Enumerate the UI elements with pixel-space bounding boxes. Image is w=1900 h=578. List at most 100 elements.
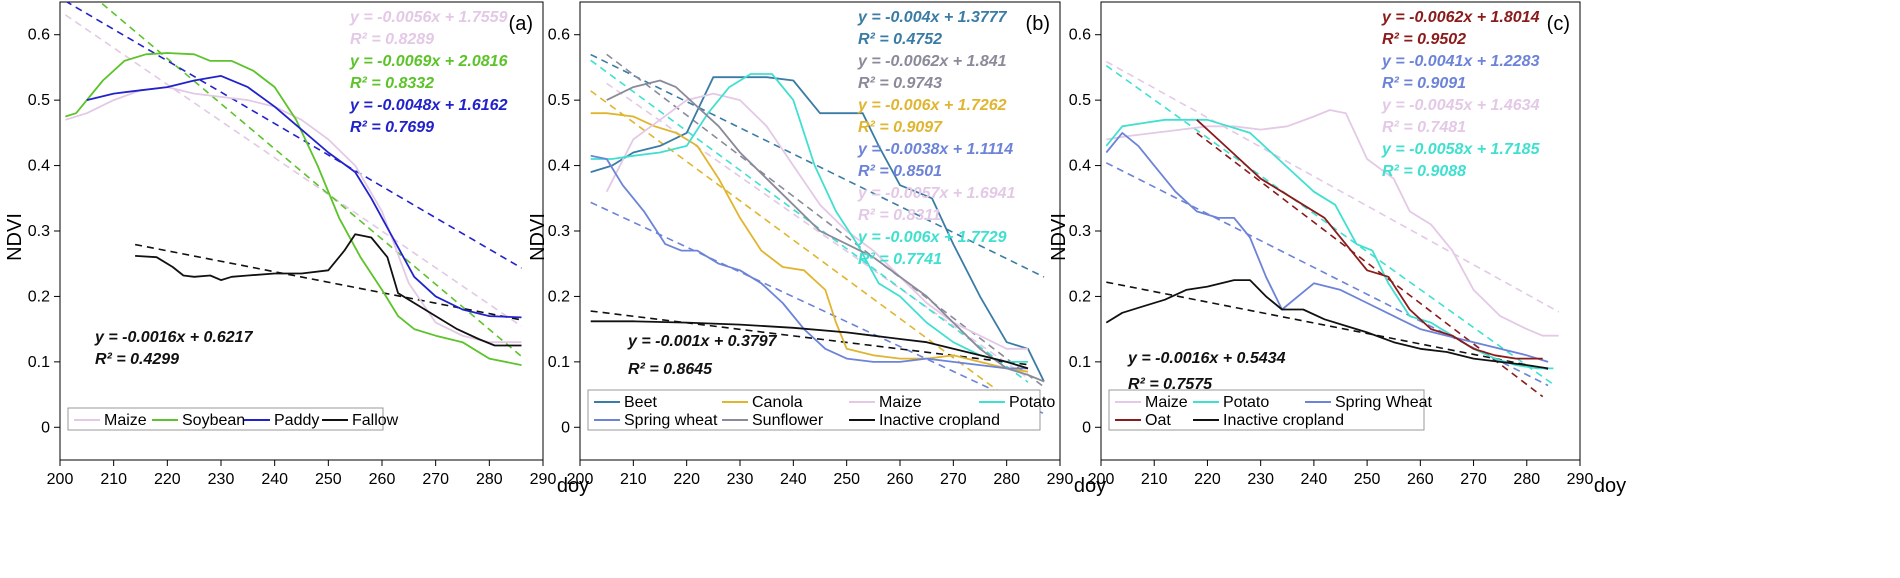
x-tick-label: 280 (993, 471, 1020, 488)
x-tick-label: 210 (1141, 471, 1168, 488)
legend-label: Potato (1223, 394, 1269, 411)
x-tick-label: 250 (1354, 471, 1381, 488)
r-squared: R² = 0.7741 (858, 251, 942, 268)
regression-equation: y = -0.0069x + 2.0816 (349, 53, 508, 70)
regression-equation: y = -0.0062x + 1.841 (857, 53, 1007, 70)
y-tick-label: 0.1 (28, 354, 50, 371)
y-tick-label: 0.6 (28, 27, 50, 44)
x-tick-label: 220 (1194, 471, 1221, 488)
y-axis-label: NDVI (4, 213, 26, 261)
x-tick-label: 230 (208, 471, 235, 488)
x-tick-label: 220 (673, 471, 700, 488)
series-line-potato (590, 73, 1028, 363)
y-tick-label: 0.1 (548, 354, 570, 371)
y-tick-label: 0 (1082, 419, 1091, 436)
x-tick-label: 210 (100, 471, 127, 488)
x-tick-label: 250 (315, 471, 342, 488)
r-squared: R² = 0.7481 (1382, 119, 1466, 136)
legend-label: Maize (879, 394, 922, 411)
regression-equation: y = -0.001x + 0.3797 (627, 333, 778, 350)
legend-label: Canola (752, 394, 803, 411)
chart-panel-2: 200 210 220 230 240 250 260 270 280 290 0 0.1 0.2 0.3… (527, 1, 1106, 497)
regression-equation: y = -0.0056x + 1.7559 (349, 9, 508, 26)
legend-box (67, 407, 384, 431)
r-squared: R² = 0.4752 (858, 31, 942, 48)
legend-label: Potato (1009, 394, 1055, 411)
y-tick-label: 0.2 (28, 288, 50, 305)
y-tick-label: 0.5 (1069, 92, 1091, 109)
y-tick-label: 0.6 (1069, 27, 1091, 44)
y-tick-label: 0 (561, 419, 570, 436)
regression-equation: y = -0.004x + 1.3777 (857, 9, 1008, 26)
series-line-spring-wheat (1105, 131, 1549, 363)
plot-area (1105, 60, 1560, 398)
series-line-sunflower (606, 79, 1045, 383)
r-squared: R² = 0.9743 (858, 75, 942, 92)
series-line-potato (1105, 118, 1554, 370)
trendline-maize (64, 14, 522, 327)
regression-equation: y = -0.0016x + 0.5434 (1127, 350, 1286, 367)
y-tick-label: 0.2 (548, 288, 570, 305)
x-tick-label: 260 (887, 471, 914, 488)
panel-label: (c) (1547, 13, 1570, 35)
series-line-maize (1106, 109, 1559, 337)
legend-box (587, 389, 1041, 431)
series-line-maize (65, 86, 522, 344)
r-squared: R² = 0.8289 (350, 31, 434, 48)
x-axis-label: doy (1594, 475, 1626, 497)
x-tick-label: 200 (1088, 471, 1115, 488)
y-tick-label: 0.6 (548, 27, 570, 44)
x-tick-label: 200 (567, 471, 594, 488)
y-tick-label: 0.3 (548, 223, 570, 240)
x-tick-label: 220 (154, 471, 181, 488)
r-squared: R² = 0.9097 (858, 119, 943, 136)
legend-label: Beet (624, 394, 657, 411)
y-tick-label: 0.3 (28, 223, 50, 240)
y-tick-label: 0.1 (1069, 354, 1091, 371)
plot-area (590, 53, 1045, 415)
x-tick-label: 240 (1301, 471, 1328, 488)
legend: Beet Canola Maize Potato Spring wheat Sunflow… (587, 389, 1055, 431)
x-tick-label: 280 (1513, 471, 1540, 488)
r-squared: R² = 0.9502 (1382, 31, 1466, 48)
trendline-potato (1105, 65, 1554, 386)
legend-label: Fallow (352, 412, 399, 429)
y-tick-label: 0 (41, 419, 50, 436)
panel-label: (b) (1026, 13, 1050, 35)
r-squared: R² = 0.8501 (858, 163, 942, 180)
series-line-beet (590, 76, 1045, 382)
x-tick-label: 260 (1407, 471, 1434, 488)
trendline-maize (1105, 60, 1560, 313)
x-tick-label: 200 (47, 471, 74, 488)
chart-panel-3: 200 210 220 230 240 250 260 270 280 290 0 0.1 0.2 0.3… (1048, 1, 1626, 497)
r-squared: R² = 0.7699 (350, 119, 434, 136)
legend-label: Inactive cropland (879, 412, 1000, 429)
plot-frame (59, 1, 544, 461)
x-tick-label: 290 (1567, 471, 1594, 488)
series-line-maize (605, 92, 1028, 350)
legend-label: Spring wheat (624, 412, 718, 429)
series-line-canola (590, 112, 1029, 373)
x-tick-label: 280 (476, 471, 503, 488)
y-tick-label: 0.4 (28, 158, 50, 175)
legend-box (1108, 389, 1425, 431)
trendline-paddy (65, 2, 522, 269)
r-squared: R² = 0.8645 (628, 361, 713, 378)
y-tick-label: 0.5 (548, 92, 570, 109)
trendline-potato (590, 59, 1029, 383)
regression-equation: y = -0.0057x + 1.6941 (857, 185, 1016, 202)
x-tick-label: 230 (727, 471, 754, 488)
regression-equation: y = -0.0045x + 1.4634 (1381, 97, 1540, 114)
series-line-inactive-cropland (1105, 279, 1549, 370)
r-squared: R² = 0.7575 (1128, 376, 1213, 393)
x-tick-label: 210 (620, 471, 647, 488)
chart-panel-1: 200 210 220 230 240 250 260 270 280 290 0 0.1 0.2 0.3… (4, 1, 589, 497)
r-squared: R² = 0.8311 (858, 207, 941, 224)
regression-equation: y = -0.0058x + 1.7185 (1381, 141, 1541, 158)
legend: Maize Potato Spring Wheat Oat Inactive cropl… (1108, 389, 1432, 431)
legend-label: Paddy (274, 412, 319, 429)
y-tick-label: 0.4 (1069, 158, 1091, 175)
y-tick-label: 0.5 (28, 92, 50, 109)
legend-label: Inactive cropland (1223, 412, 1344, 429)
series-line-soybean (65, 52, 522, 366)
